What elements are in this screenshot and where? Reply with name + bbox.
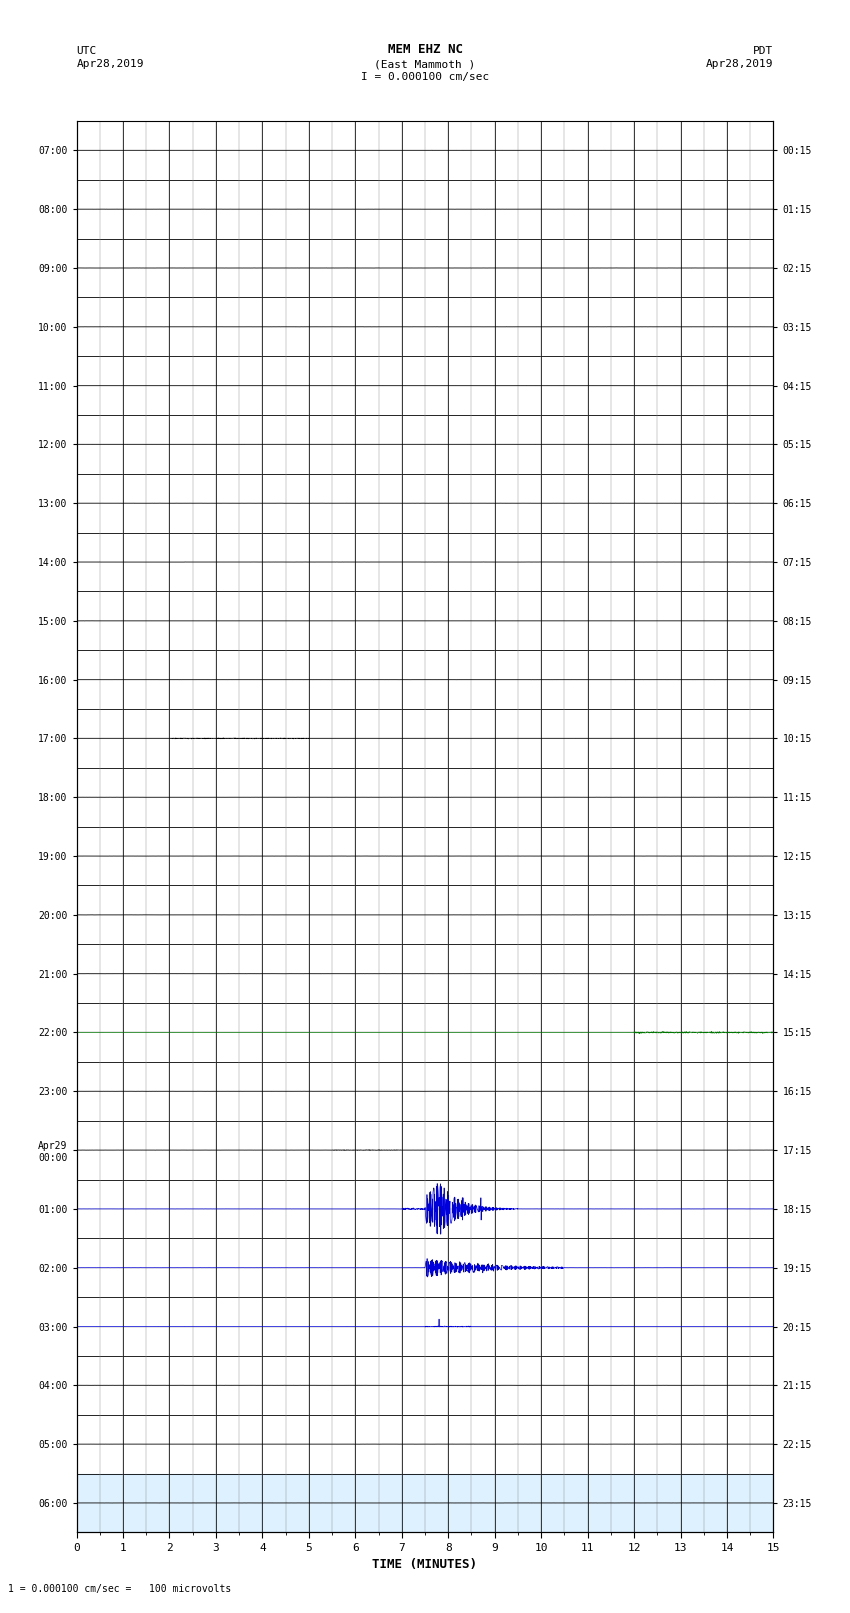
- Text: Apr28,2019: Apr28,2019: [706, 60, 774, 69]
- Text: 1 = 0.000100 cm/sec =   100 microvolts: 1 = 0.000100 cm/sec = 100 microvolts: [8, 1584, 232, 1594]
- Text: UTC: UTC: [76, 47, 97, 56]
- Bar: [76, 1474, 774, 1532]
- X-axis label: TIME (MINUTES): TIME (MINUTES): [372, 1558, 478, 1571]
- Text: Apr28,2019: Apr28,2019: [76, 60, 144, 69]
- Text: PDT: PDT: [753, 47, 774, 56]
- Text: I = 0.000100 cm/sec: I = 0.000100 cm/sec: [361, 73, 489, 82]
- Text: (East Mammoth ): (East Mammoth ): [374, 60, 476, 69]
- Text: MEM EHZ NC: MEM EHZ NC: [388, 44, 462, 56]
